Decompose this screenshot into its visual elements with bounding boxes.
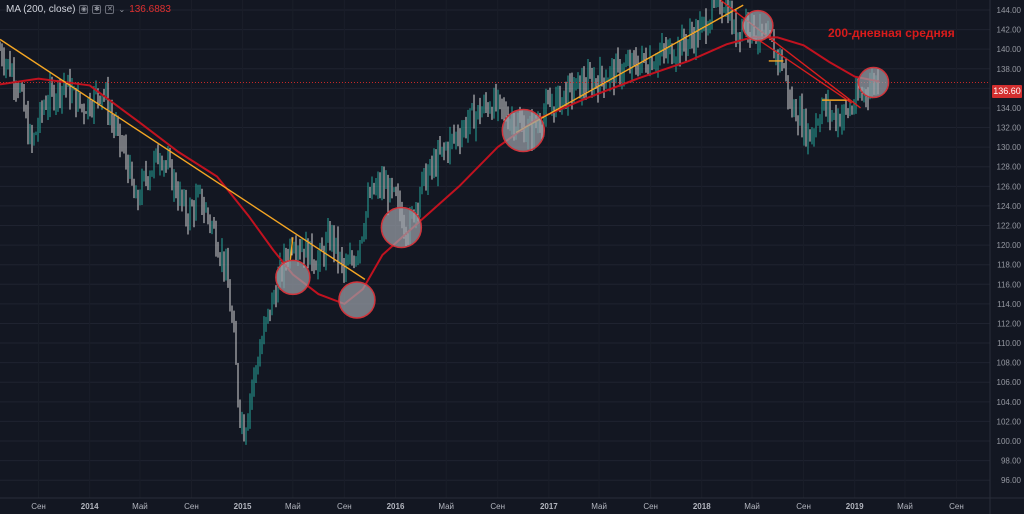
trendlines — [0, 0, 990, 280]
y-tick-label: 112.00 — [997, 319, 1021, 328]
x-tick-label: 2019 — [846, 502, 864, 511]
indicator-value: 136.6883 — [129, 4, 171, 15]
x-axis: Сен 2014 Май Сен 2015 Май Сен 2016 Май Сен 2017 Май… — [0, 497, 1024, 511]
x-tick-label: Сен — [337, 502, 352, 511]
highlight-circle — [380, 206, 423, 249]
x-tick-label: 2018 — [693, 502, 711, 511]
x-tick-label: Сен — [490, 502, 505, 511]
indicator-label: MA (200, close) — [6, 4, 76, 15]
x-tick-label: 2015 — [234, 502, 252, 511]
highlight-circles — [275, 9, 890, 319]
x-tick-label: Май — [591, 502, 607, 511]
indicator-legend: MA (200, close) ◉ ✱ ✕ ⌄ 136.6883 — [6, 4, 171, 15]
gear-icon[interactable]: ✱ — [92, 5, 102, 14]
y-tick-label: 106.00 — [997, 378, 1022, 387]
y-tick-label: 142.00 — [997, 26, 1022, 35]
x-tick-label: Сен — [949, 502, 964, 511]
y-tick-label: 118.00 — [997, 261, 1021, 270]
y-tick-label: 126.00 — [997, 182, 1022, 191]
y-axis: 96.00 98.00 100.00 102.00 104.00 106.00 108.00… — [989, 0, 1024, 514]
ma-annotation: 200-дневная средняя — [828, 26, 955, 40]
highlight-circle — [338, 281, 376, 319]
orange-trendline — [515, 4, 744, 134]
chevron-down-icon[interactable]: ⌄ — [118, 5, 126, 14]
highlight-circle — [275, 259, 311, 296]
x-tick-label: 2017 — [540, 502, 558, 511]
y-tick-label: 110.00 — [997, 339, 1021, 348]
y-tick-label: 132.00 — [997, 124, 1022, 133]
y-tick-label: 140.00 — [997, 45, 1022, 54]
current-price-label: 136.60 — [992, 85, 1022, 98]
x-tick-label: 2014 — [81, 502, 99, 511]
y-tick-label: 120.00 — [997, 241, 1022, 250]
orange-trendline — [0, 38, 366, 280]
y-tick-label: 144.00 — [997, 6, 1022, 15]
x-tick-label: Май — [897, 502, 913, 511]
y-tick-label: 130.00 — [997, 143, 1022, 152]
y-tick-label: 102.00 — [997, 417, 1022, 426]
y-tick-label: 114.00 — [997, 300, 1021, 309]
y-tick-label: 98.00 — [1001, 457, 1022, 466]
highlight-circle — [857, 66, 890, 99]
x-tick-label: Сен — [184, 502, 199, 511]
y-tick-label: 116.00 — [997, 280, 1021, 289]
y-tick-label: 134.00 — [997, 104, 1022, 113]
y-tick-label: 104.00 — [997, 398, 1022, 407]
red-trendline — [720, 0, 861, 109]
x-tick-label: Май — [744, 502, 760, 511]
x-tick-label: 2016 — [387, 502, 405, 511]
y-tick-label: 108.00 — [997, 359, 1022, 368]
y-tick-label: 96.00 — [1001, 476, 1022, 485]
x-tick-label: Сен — [796, 502, 811, 511]
x-tick-label: Сен — [643, 502, 658, 511]
eye-icon[interactable]: ◉ — [79, 5, 89, 14]
x-tick-label: Май — [285, 502, 301, 511]
highlight-circle — [501, 108, 546, 153]
y-tick-label: 128.00 — [997, 163, 1022, 172]
x-tick-label: Май — [438, 502, 454, 511]
y-tick-label: 124.00 — [997, 202, 1022, 211]
red-trendline — [757, 38, 853, 104]
grid — [0, 9, 990, 481]
y-tick-label: 122.00 — [997, 222, 1022, 231]
y-tick-label: 100.00 — [997, 437, 1022, 446]
x-tick-label: Сен — [31, 502, 46, 511]
highlight-circle — [742, 9, 774, 42]
y-tick-label: 138.00 — [997, 65, 1022, 74]
orange-trendline — [289, 237, 294, 260]
x-tick-label: Май — [132, 502, 148, 511]
close-icon[interactable]: ✕ — [105, 5, 115, 14]
price-series — [0, 0, 879, 445]
